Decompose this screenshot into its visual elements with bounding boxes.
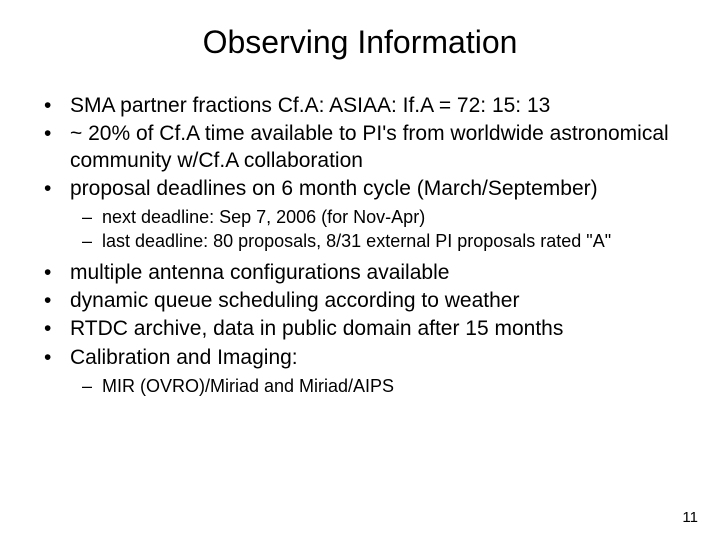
main-bullet-list: SMA partner fractions Cf.A: ASIAA: If.A …: [30, 93, 690, 202]
sub-bullet-item: last deadline: 80 proposals, 8/31 extern…: [30, 230, 690, 253]
bullet-text: dynamic queue scheduling according to we…: [70, 289, 519, 312]
bullet-item: dynamic queue scheduling according to we…: [30, 288, 690, 314]
sub-bullet-item: next deadline: Sep 7, 2006 (for Nov-Apr): [30, 206, 690, 229]
bullet-item: RTDC archive, data in public domain afte…: [30, 316, 690, 342]
slide-container: Observing Information SMA partner fracti…: [0, 0, 720, 540]
main-bullet-list: multiple antenna configurations availabl…: [30, 260, 690, 371]
bullet-item: multiple antenna configurations availabl…: [30, 260, 690, 286]
sub-bullet-text: MIR (OVRO)/Miriad and Miriad/AIPS: [102, 376, 394, 396]
sub-bullet-text: next deadline: Sep 7, 2006 (for Nov-Apr): [102, 207, 425, 227]
sub-bullet-list: next deadline: Sep 7, 2006 (for Nov-Apr)…: [30, 206, 690, 254]
page-number: 11: [682, 509, 698, 526]
sub-bullet-list: MIR (OVRO)/Miriad and Miriad/AIPS: [30, 375, 690, 398]
bullet-text: proposal deadlines on 6 month cycle (Mar…: [70, 177, 598, 200]
bullet-item: proposal deadlines on 6 month cycle (Mar…: [30, 176, 690, 202]
sub-bullet-item: MIR (OVRO)/Miriad and Miriad/AIPS: [30, 375, 690, 398]
bullet-text: SMA partner fractions Cf.A: ASIAA: If.A …: [70, 94, 550, 117]
bullet-item: Calibration and Imaging:: [30, 345, 690, 371]
slide-title: Observing Information: [30, 24, 690, 61]
sub-bullet-text: last deadline: 80 proposals, 8/31 extern…: [102, 231, 611, 251]
bullet-text: ~ 20% of Cf.A time available to PI's fro…: [70, 122, 669, 171]
bullet-item: ~ 20% of Cf.A time available to PI's fro…: [30, 121, 690, 174]
bullet-text: Calibration and Imaging:: [70, 346, 298, 369]
bullet-text: multiple antenna configurations availabl…: [70, 261, 449, 284]
bullet-text: RTDC archive, data in public domain afte…: [70, 317, 563, 340]
bullet-item: SMA partner fractions Cf.A: ASIAA: If.A …: [30, 93, 690, 119]
